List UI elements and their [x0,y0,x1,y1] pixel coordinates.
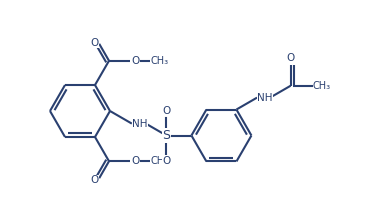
Text: NH: NH [132,119,147,129]
Text: S: S [163,129,170,142]
Text: O: O [90,175,98,185]
Text: NH: NH [257,93,273,103]
Text: CH₃: CH₃ [151,56,169,66]
Text: O: O [131,156,139,166]
Text: O: O [90,38,98,48]
Text: O: O [162,105,171,116]
Text: O: O [286,53,295,63]
Text: O: O [131,56,139,66]
Text: CH₃: CH₃ [313,81,331,91]
Text: O: O [162,156,171,165]
Text: CH₃: CH₃ [151,156,169,166]
